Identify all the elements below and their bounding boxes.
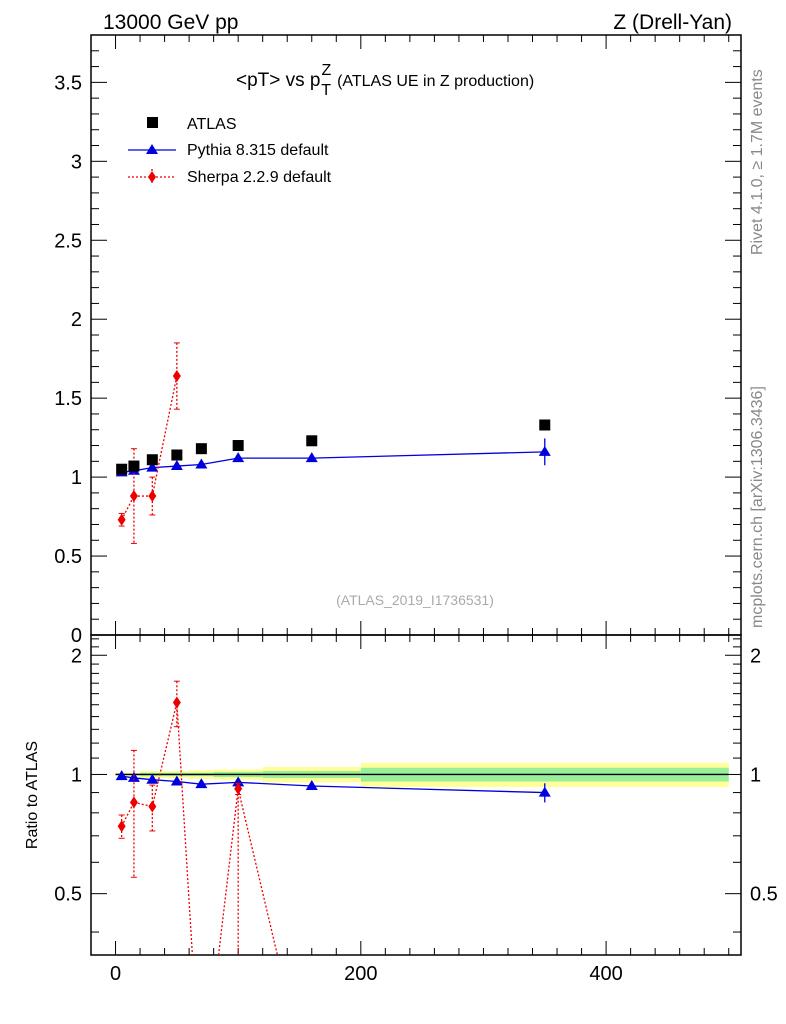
pythia-point <box>305 452 318 463</box>
ratio-y-tick-label-right: 1 <box>750 764 761 786</box>
ratio-plot-data <box>115 680 551 956</box>
sherpa-ratio-segment <box>151 702 178 807</box>
x-tick-label: 0 <box>110 963 121 985</box>
ratio-y-tick-label-right: 0.5 <box>750 884 778 906</box>
pythia-ratio-point <box>538 786 551 797</box>
mcplots-note: mcplots.cern.ch [arXiv:1306.3436] <box>749 386 766 628</box>
legend-sherpa-marker <box>148 171 156 183</box>
y-tick-label: 2 <box>71 309 82 331</box>
axis-ticks: 0 200 400 0 0.5 1 1.5 2 2.5 3 3.5 0.5 0.5 1 1 2 2 <box>54 35 778 985</box>
sherpa-ratio-segment <box>176 702 194 956</box>
legend-pythia-label: Pythia 8.315 default <box>187 142 329 159</box>
rivet-version-note: Rivet 4.1.0, ≥ 1.7M events <box>749 69 766 255</box>
sherpa-point <box>117 513 126 526</box>
y-tick-label: 0 <box>71 625 82 647</box>
sherpa-ratio-point <box>148 800 157 813</box>
y-tick-label: 2.5 <box>54 230 82 252</box>
pythia-ratio-point <box>170 775 183 786</box>
ratio-y-tick-label-right: 2 <box>750 645 761 667</box>
atlas-point <box>306 435 318 447</box>
pythia-point <box>146 461 159 472</box>
y-tick-label: 1 <box>71 467 82 489</box>
pythia-ratio-segment <box>152 779 177 783</box>
x-tick-label: 200 <box>344 963 377 985</box>
pythia-ratio-segment <box>311 785 545 794</box>
pythia-point <box>538 445 551 456</box>
atlas-point <box>171 449 183 461</box>
y-tick-label: 3 <box>71 151 82 173</box>
atlas-point <box>146 454 158 466</box>
title-text: <pT> vs p <box>236 70 321 91</box>
sherpa-ratio-segment <box>237 788 279 956</box>
plot-title: <pT> vs pZ T (ATLAS UE in Z production) <box>236 62 534 99</box>
pythia-ratio-point <box>127 771 140 782</box>
sherpa-point <box>172 370 181 383</box>
y-tick-label: 1.5 <box>54 388 82 410</box>
legend-pythia-marker <box>146 144 158 154</box>
sherpa-ratio-segment <box>217 788 239 956</box>
sherpa-ratio-point <box>234 782 243 795</box>
atlas-point <box>232 440 244 452</box>
pythia-ratio-segment <box>201 781 239 785</box>
sherpa-ratio-segment <box>121 802 135 827</box>
sherpa-ratio-segment <box>133 801 153 808</box>
x-tick-label: 400 <box>589 963 622 985</box>
pythia-line-segment <box>176 463 202 467</box>
legend-atlas-label: ATLAS <box>187 116 237 133</box>
pythia-line-segment <box>201 457 239 466</box>
header-right: Z (Drell-Yan) <box>613 11 732 34</box>
main-plot-data <box>115 342 551 544</box>
pythia-ratio-point <box>305 780 318 791</box>
analysis-watermark: (ATLAS_2019_I1736531) <box>336 592 494 608</box>
title-suffix: (ATLAS UE in Z production) <box>337 73 534 90</box>
atlas-point <box>195 443 207 455</box>
pythia-ratio-segment <box>176 780 202 785</box>
ratio-y-tick-label-left: 1 <box>71 764 82 786</box>
sherpa-point <box>148 490 157 503</box>
legend: ATLAS Pythia 8.315 default Sherpa 2.2.9 … <box>128 116 332 186</box>
ratio-plot-frame <box>90 634 742 956</box>
y-tick-label: 0.5 <box>54 546 82 568</box>
pythia-ratio-point <box>232 776 245 787</box>
pythia-ratio-point <box>115 770 128 781</box>
atlas-point <box>539 419 551 431</box>
sherpa-point <box>129 490 138 503</box>
legend-atlas-marker <box>147 117 158 128</box>
pythia-line-segment <box>311 451 545 459</box>
sherpa-ratio-point <box>117 820 126 833</box>
pythia-ratio-point <box>146 773 159 784</box>
ratio-y-tick-label-left: 2 <box>71 645 82 667</box>
pythia-ratio-point <box>195 778 208 789</box>
pythia-point <box>170 460 183 471</box>
pythia-point <box>195 458 208 469</box>
sherpa-ratio-point <box>172 696 181 709</box>
pythia-point <box>232 452 245 463</box>
ratio-y-tick-label-left: 0.5 <box>54 884 82 906</box>
sherpa-line-segment <box>151 375 178 497</box>
title-subscript: T <box>321 82 331 99</box>
y-tick-label: 3.5 <box>54 72 82 94</box>
legend-sherpa-label: Sherpa 2.2.9 default <box>187 169 332 186</box>
pythia-ratio-segment <box>238 781 312 787</box>
sherpa-ratio-point <box>129 796 138 809</box>
sherpa-line-segment <box>121 495 135 521</box>
header-left: 13000 GeV pp <box>103 11 238 34</box>
ratio-y-axis-label: Ratio to ATLAS <box>24 741 41 849</box>
atlas-point <box>116 463 128 475</box>
atlas-point <box>128 460 140 472</box>
pythia-line-segment <box>152 465 177 469</box>
title-superscript: Z <box>322 62 332 79</box>
